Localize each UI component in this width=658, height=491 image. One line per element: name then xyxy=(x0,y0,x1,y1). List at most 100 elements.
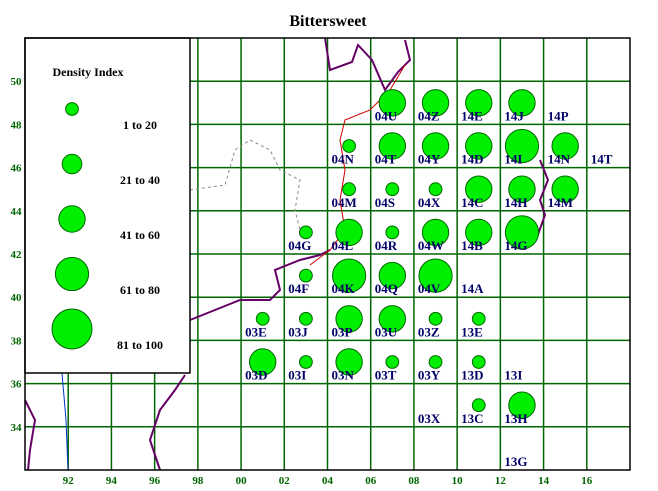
cell-label: 03Z xyxy=(418,324,440,339)
cell-label: 04S xyxy=(375,195,395,210)
boundary xyxy=(24,399,37,471)
cell-label: 04G xyxy=(288,238,311,253)
y-tick-label: 36 xyxy=(11,379,23,391)
cell-label: 13I xyxy=(504,368,522,383)
density-marker xyxy=(428,311,443,326)
density-marker xyxy=(255,311,270,326)
density-marker xyxy=(385,182,400,197)
density-marker xyxy=(428,182,443,197)
map-title: Bittersweet xyxy=(289,13,367,30)
legend-marker xyxy=(65,102,79,116)
density-marker xyxy=(428,355,443,369)
legend-marker xyxy=(51,308,93,350)
cell-label: 14D xyxy=(461,152,483,167)
cell-label: 03J xyxy=(288,324,308,339)
frame xyxy=(24,37,631,471)
density-marker xyxy=(421,218,450,247)
boundary xyxy=(324,37,412,93)
y-tick-label: 44 xyxy=(11,206,23,218)
density-marker xyxy=(504,128,540,164)
y-tick-label: 50 xyxy=(11,76,23,88)
density-marker xyxy=(385,225,400,240)
density-marker xyxy=(335,218,363,247)
cell-label: 04W xyxy=(418,238,444,253)
legend-marker xyxy=(58,205,86,233)
legend-label: 61 to 80 xyxy=(120,283,160,297)
cell-label: 04X xyxy=(418,195,441,210)
cell-label: 03Y xyxy=(418,368,441,383)
cell-label: 14M xyxy=(548,195,573,210)
legend-marker xyxy=(61,153,83,175)
density-marker xyxy=(465,132,493,160)
x-tick-label: 12 xyxy=(495,475,507,487)
density-marker xyxy=(335,348,363,376)
river xyxy=(61,372,69,471)
density-marker xyxy=(551,175,579,203)
legend-box xyxy=(24,37,191,374)
cell-label: 03I xyxy=(288,368,306,383)
cell-label: 04V xyxy=(418,281,441,296)
cell-label: 13D xyxy=(461,368,483,383)
density-marker xyxy=(471,355,486,369)
cell-label: 03D xyxy=(245,368,267,383)
cell-label: 04N xyxy=(332,152,355,167)
cell-label: 14E xyxy=(461,108,483,123)
legend-label: 21 to 40 xyxy=(120,173,160,187)
cell-label: 04Y xyxy=(418,152,441,167)
x-tick-label: 06 xyxy=(365,475,377,487)
density-marker xyxy=(378,261,407,290)
cell-label: 04F xyxy=(288,281,309,296)
density-marker xyxy=(418,258,453,293)
density-marker xyxy=(471,311,486,326)
county-line xyxy=(189,139,301,231)
cell-label: 13G xyxy=(504,454,527,469)
legend-label: 81 to 100 xyxy=(117,338,163,352)
x-tick-label: 14 xyxy=(538,475,550,487)
cell-label: 13C xyxy=(461,411,483,426)
cell-label: 03P xyxy=(332,324,353,339)
density-marker xyxy=(465,89,493,117)
density-marker xyxy=(378,305,407,333)
cell-label: 14B xyxy=(461,238,483,253)
y-tick-label: 34 xyxy=(11,422,23,434)
x-tick-label: 92 xyxy=(63,475,75,487)
x-tick-label: 96 xyxy=(149,475,161,487)
density-marker xyxy=(508,175,536,203)
cell-label: 04Z xyxy=(418,108,440,123)
cell-label: 03T xyxy=(375,368,397,383)
cell-label: 14I xyxy=(504,152,522,167)
density-marker xyxy=(471,398,486,413)
cell-label: 04R xyxy=(375,238,398,253)
x-tick-label: 02 xyxy=(279,475,291,487)
density-marker xyxy=(342,139,357,153)
x-tick-label: 94 xyxy=(106,475,118,487)
y-tick-label: 46 xyxy=(11,163,23,175)
x-tick-label: 04 xyxy=(322,475,334,487)
density-marker xyxy=(298,268,313,283)
cell-label: 04T xyxy=(375,152,397,167)
density-marker xyxy=(298,225,313,240)
density-marker xyxy=(332,258,367,293)
density-marker xyxy=(465,218,493,247)
cell-label: 03E xyxy=(245,324,267,339)
legend-marker xyxy=(54,256,90,292)
boundary xyxy=(189,249,331,321)
legend-label: 41 to 60 xyxy=(120,228,160,242)
cell-label: 13E xyxy=(461,324,483,339)
density-marker xyxy=(298,355,313,369)
cell-label: 03X xyxy=(418,411,441,426)
density-marker xyxy=(248,348,277,376)
density-marker xyxy=(465,175,493,203)
x-tick-label: 16 xyxy=(581,475,593,487)
cell-label: 13H xyxy=(504,411,527,426)
boundaries xyxy=(24,37,550,471)
density-marker xyxy=(385,355,400,369)
legend-label: 1 to 20 xyxy=(123,118,157,132)
x-tick-label: 10 xyxy=(452,475,464,487)
density-marker xyxy=(508,391,536,419)
density-marker xyxy=(508,89,536,117)
density-marker xyxy=(378,89,407,117)
cell-label: 04Q xyxy=(375,281,398,296)
